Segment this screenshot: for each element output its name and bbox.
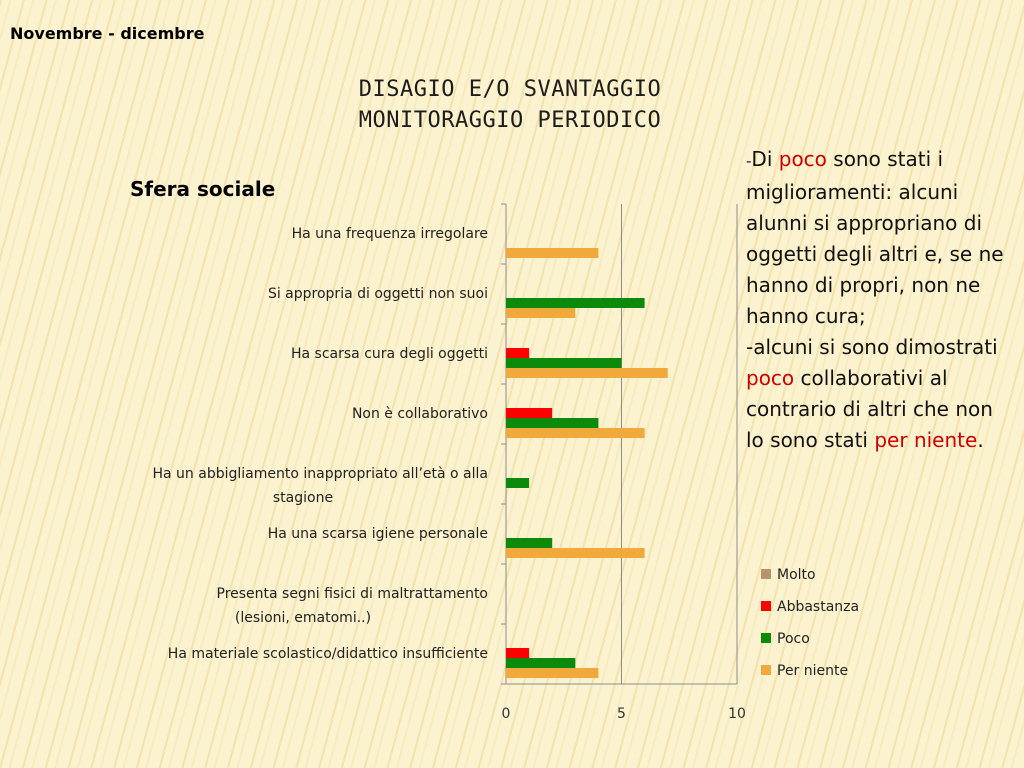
category-label: Ha una frequenza irregolare xyxy=(292,226,488,242)
slide-title-line2: MONITORAGGIO PERIODICO xyxy=(358,108,662,133)
bar-poco xyxy=(506,298,645,308)
commentary-p1-highlight: poco xyxy=(778,147,827,171)
bar-abbastanza xyxy=(506,348,530,358)
category-label: Si appropria di oggetti non suoi xyxy=(268,286,488,302)
commentary-dash: - xyxy=(746,152,752,170)
legend-swatch xyxy=(761,665,771,675)
legend-swatch xyxy=(761,601,771,611)
commentary-p2-end: . xyxy=(977,428,984,452)
bar-per-niente xyxy=(506,368,668,378)
bar-poco xyxy=(506,478,530,488)
category-label: Ha un abbigliamento inappropriato all’et… xyxy=(152,466,488,482)
x-tick-label: 10 xyxy=(728,706,746,722)
bar-per-niente xyxy=(506,668,599,678)
x-tick-label: 5 xyxy=(617,706,626,722)
category-label: Presenta segni fisici di maltrattamento xyxy=(217,586,489,602)
legend-swatch xyxy=(761,569,771,579)
slide-title-line1: DISAGIO E/O SVANTAGGIO xyxy=(358,77,662,102)
section-title: Sfera sociale xyxy=(130,177,276,201)
category-label: Ha materiale scolastico/didattico insuff… xyxy=(168,646,488,662)
bar-poco xyxy=(506,358,622,368)
commentary-p1-rest: sono stati i miglioramenti: alcuni alunn… xyxy=(746,147,1004,328)
x-tick-label: 0 xyxy=(502,706,511,722)
legend-label: Poco xyxy=(777,631,810,647)
legend-swatch xyxy=(761,633,771,643)
bar-abbastanza xyxy=(506,408,553,418)
commentary-p2-highlight: poco xyxy=(746,366,795,390)
legend-label: Abbastanza xyxy=(777,599,859,615)
bar-per-niente xyxy=(506,428,645,438)
category-label: Ha una scarsa igiene personale xyxy=(268,526,488,542)
legend-label: Molto xyxy=(777,567,816,583)
category-label: Ha scarsa cura degli oggetti xyxy=(291,346,488,362)
bar-abbastanza xyxy=(506,648,530,658)
category-label: Non è collaborativo xyxy=(352,406,488,422)
bar-poco xyxy=(506,418,599,428)
bar-poco xyxy=(506,658,576,668)
commentary-p2-highlight-2: per niente xyxy=(874,428,978,452)
commentary-p2-start: -alcuni si sono dimostrati xyxy=(746,335,998,359)
commentary-p2-middle: collaborativi al contrario di altri che … xyxy=(746,366,993,452)
slide-title: DISAGIO E/O SVANTAGGIO MONITORAGGIO PERI… xyxy=(250,74,770,136)
bar-poco xyxy=(506,538,553,548)
commentary-text: -Di poco sono stati i miglioramenti: alc… xyxy=(746,144,1016,456)
category-label: (lesioni, ematomi..) xyxy=(235,610,371,626)
page-header: Novembre - dicembre xyxy=(10,24,205,43)
bar-per-niente xyxy=(506,248,599,258)
category-label: stagione xyxy=(273,490,333,506)
bar-per-niente xyxy=(506,308,576,318)
legend-label: Per niente xyxy=(777,663,848,679)
bar-per-niente xyxy=(506,548,645,558)
commentary-p1-start: Di xyxy=(751,147,779,171)
